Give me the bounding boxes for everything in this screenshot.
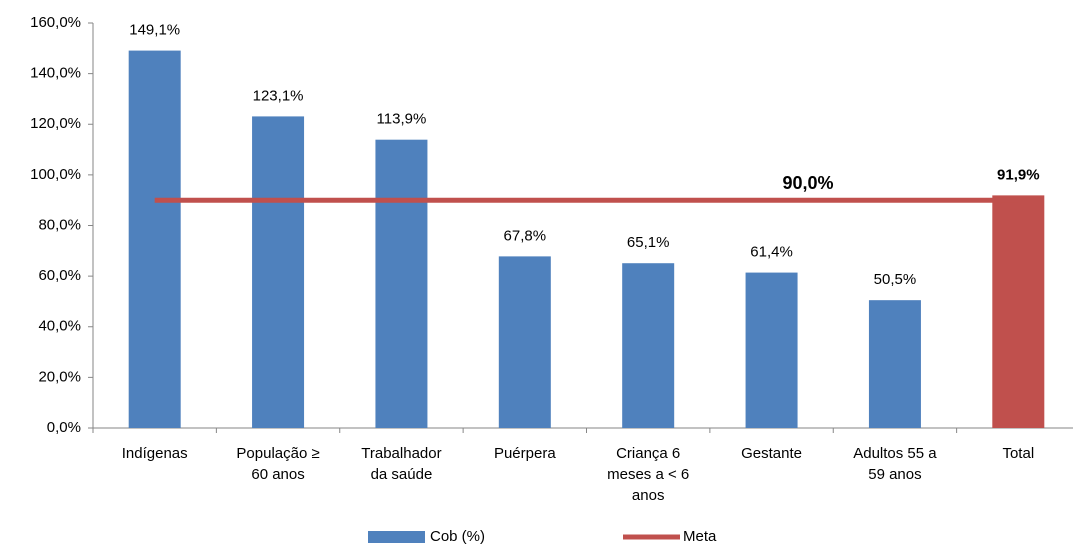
value-label: 113,9% [377, 111, 427, 128]
y-tick-label: 140,0% [30, 65, 81, 82]
x-tick-label: População ≥ [236, 445, 319, 462]
x-tick-label: da saúde [371, 466, 433, 483]
y-tick-label: 120,0% [30, 115, 81, 132]
bar [252, 116, 305, 428]
x-tick-label: 59 anos [868, 466, 921, 483]
bar [128, 50, 181, 428]
y-tick-label: 80,0% [38, 216, 81, 233]
x-tick-label: Puérpera [494, 445, 556, 462]
value-label: 123,1% [253, 87, 304, 104]
x-tick-label: Adultos 55 a [853, 445, 937, 462]
legend-swatch [368, 531, 425, 543]
bar [868, 300, 921, 428]
value-label: 67,8% [504, 227, 547, 244]
y-tick-label: 160,0% [30, 14, 81, 31]
bar [745, 272, 798, 428]
value-label: 61,4% [750, 244, 793, 261]
x-tick-label: Trabalhador [361, 445, 441, 462]
meta-label: 90,0% [782, 173, 833, 193]
y-tick-label: 100,0% [30, 166, 81, 183]
x-tick-label: meses a < 6 [607, 466, 689, 483]
y-tick-label: 40,0% [38, 318, 81, 335]
x-tick-label: anos [632, 487, 665, 504]
bar [622, 263, 675, 428]
value-label: 91,9% [997, 166, 1040, 183]
x-tick-label: Gestante [741, 445, 802, 462]
bar [375, 139, 428, 429]
value-label: 65,1% [627, 234, 670, 251]
legend-label: Cob (%) [430, 528, 485, 545]
y-tick-label: 20,0% [38, 368, 81, 385]
y-tick-label: 60,0% [38, 267, 81, 284]
y-tick-label: 0,0% [47, 419, 81, 436]
bar [498, 256, 551, 428]
x-tick-label: Indígenas [122, 445, 188, 462]
bar [992, 195, 1045, 428]
x-tick-label: Criança 6 [616, 445, 680, 462]
x-tick-label: Total [1002, 445, 1034, 462]
value-label: 50,5% [874, 271, 917, 288]
legend-label: Meta [683, 528, 717, 545]
x-tick-label: 60 anos [251, 466, 304, 483]
value-label: 149,1% [129, 22, 180, 39]
